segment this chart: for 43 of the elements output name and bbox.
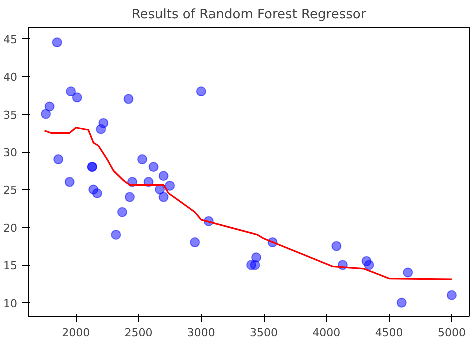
point [117, 207, 128, 218]
point [54, 154, 64, 165]
point [66, 86, 76, 97]
point [64, 177, 75, 188]
y-tick-label: 20 [4, 222, 18, 235]
point [158, 192, 169, 202]
point [124, 192, 135, 202]
point [165, 180, 176, 191]
y-tick-label: 35 [4, 108, 18, 122]
point [52, 38, 62, 48]
x-tick-label: 3500 [250, 326, 278, 339]
point [44, 102, 55, 112]
y-tick-label: 10 [4, 297, 18, 310]
point [72, 92, 82, 103]
x-tick-label: 2500 [124, 326, 153, 339]
x-tick-label: 3000 [187, 326, 216, 339]
point [124, 94, 134, 104]
point [158, 171, 169, 182]
point [148, 162, 159, 172]
x-tick-label: 4500 [375, 326, 404, 339]
y-tick-label: 40 [4, 71, 18, 84]
point [396, 298, 407, 308]
x-tick-label: 2000 [62, 326, 90, 339]
y-tick-label: 25 [4, 184, 18, 198]
point [403, 268, 414, 278]
point [138, 154, 148, 165]
point [41, 109, 52, 120]
chart-title: Results of Random Forest Regressor [132, 8, 367, 22]
y-tick-label: 45 [4, 33, 18, 46]
point [332, 241, 342, 252]
point [252, 252, 262, 263]
point [111, 230, 122, 240]
x-tick-label: 5000 [438, 326, 466, 339]
point [98, 118, 109, 128]
point [364, 260, 374, 270]
point [196, 86, 206, 97]
x-tick-label: 4000 [312, 326, 341, 339]
y-tick-label: 15 [4, 260, 18, 273]
y-tick-label: 30 [4, 146, 18, 160]
line-series [44, 127, 453, 280]
point [190, 238, 200, 248]
point [92, 188, 102, 198]
point [446, 290, 457, 300]
